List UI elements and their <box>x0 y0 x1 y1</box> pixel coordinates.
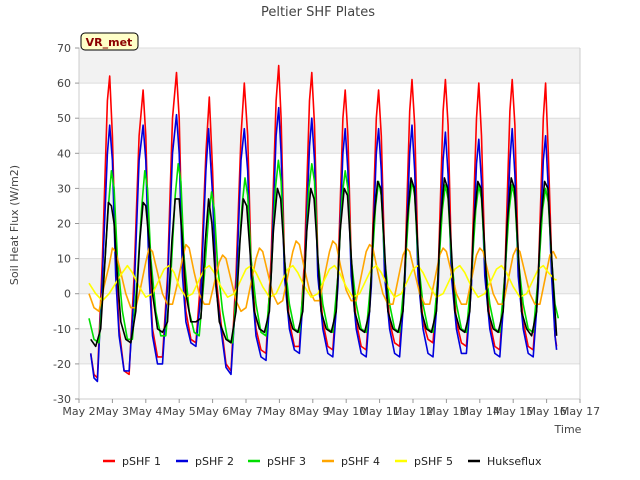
plot-band <box>79 153 580 189</box>
legend-item: Hukseflux <box>468 455 542 468</box>
x-tick-label: May 13 <box>426 405 466 418</box>
y-tick-label: 60 <box>57 77 71 90</box>
legend-item: pSHF 5 <box>395 455 453 468</box>
legend-label: pSHF 5 <box>414 455 453 468</box>
x-tick-label: May 9 <box>296 405 329 418</box>
legend-item: pSHF 4 <box>322 455 380 468</box>
y-tick-label: 50 <box>57 112 71 125</box>
x-tick-label: May 6 <box>196 405 229 418</box>
y-tick-label: 10 <box>57 253 71 266</box>
legend-label: pSHF 4 <box>341 455 380 468</box>
y-tick-labels: -30 -20 -10 0 10 20 30 40 50 60 70 <box>53 42 71 406</box>
x-tick-label: May 4 <box>129 405 162 418</box>
series-layer <box>88 64 560 383</box>
x-tick-label: May 2 <box>62 405 95 418</box>
x-axis-label: Time <box>554 423 582 436</box>
y-tick-label: -10 <box>53 323 71 336</box>
x-tick-label: May 8 <box>263 405 296 418</box>
y-tick-label: 30 <box>57 182 71 195</box>
x-tick-label: May 16 <box>526 405 566 418</box>
plot-band <box>79 118 580 154</box>
plot-band <box>79 363 580 399</box>
y-tick-label: -20 <box>53 358 71 371</box>
x-tick-label: May 3 <box>96 405 129 418</box>
y-tick-label: 20 <box>57 218 71 231</box>
plot-band <box>79 188 580 224</box>
plot-band <box>79 48 580 84</box>
legend: pSHF 1 pSHF 2 pSHF 3 pSHF 4 pSHF 5 Hukseflux <box>103 455 542 468</box>
legend-label: pSHF 2 <box>195 455 234 468</box>
legend-label: pSHF 1 <box>122 455 161 468</box>
series-line-hukseflux <box>90 177 558 348</box>
series-line-pshf-4 <box>88 240 558 313</box>
plot-band <box>79 258 580 294</box>
x-tick-label: May 14 <box>460 405 500 418</box>
legend-item: pSHF 2 <box>176 455 234 468</box>
x-tick-label: May 10 <box>326 405 366 418</box>
y-axis-label: Soil Heat Flux (W/m2) <box>8 165 21 285</box>
y-tick-label: -30 <box>53 393 71 406</box>
y-tick-label: 0 <box>64 288 71 301</box>
x-tick-label: May 12 <box>393 405 433 418</box>
axes <box>75 47 581 403</box>
x-tick-label: May 7 <box>229 405 262 418</box>
x-tick-labels: May 2 May 3 May 4 May 5 May 6 May 7 May 8 May 9… <box>62 405 600 418</box>
legend-label: pSHF 3 <box>267 455 306 468</box>
badge-label: VR_met <box>86 36 133 49</box>
y-tick-label: 40 <box>57 147 71 160</box>
x-tick-label: May 15 <box>493 405 533 418</box>
station-badge: VR_met <box>80 32 139 51</box>
x-tick-label: May 5 <box>163 405 196 418</box>
legend-item: pSHF 3 <box>248 455 306 468</box>
x-tick-label: May 11 <box>359 405 399 418</box>
y-tick-label: 70 <box>57 42 71 55</box>
legend-item: pSHF 1 <box>103 455 161 468</box>
chart-title: Peltier SHF Plates <box>261 5 375 20</box>
legend-label: Hukseflux <box>487 455 542 468</box>
x-tick-label: May 17 <box>560 405 600 418</box>
plot-band <box>79 83 580 119</box>
badge-box <box>80 32 139 51</box>
